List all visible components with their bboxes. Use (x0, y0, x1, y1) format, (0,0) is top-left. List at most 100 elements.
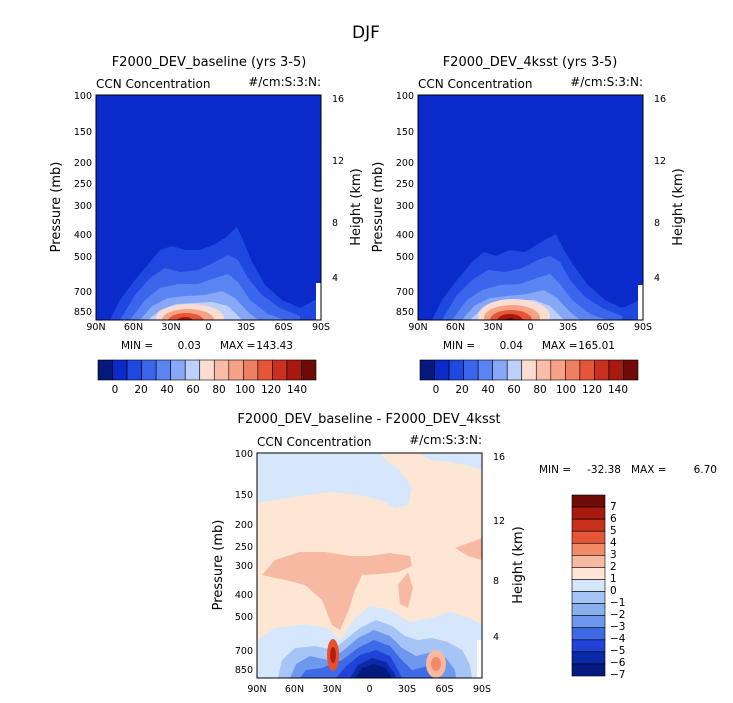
contour-level-10 (504, 318, 516, 320)
colorbar (97, 359, 317, 381)
x-tick-label: 0 (527, 322, 533, 333)
y-tick-labels: 100 150 200 250 300 400 500 700 850 (74, 91, 92, 318)
colorbar-swatch (571, 555, 606, 568)
x-tick-label: 90S (312, 322, 330, 333)
y2-axis-label: Height (km) (511, 526, 526, 603)
colorbar-swatch (571, 603, 606, 616)
colorbar-labels: 7 6 5 4 3 2 1 0 −1 −2 −3 −4 −5 −6 −7 (610, 501, 626, 681)
y-tick-label: 700 (74, 287, 92, 298)
colorbar-swatch (477, 359, 493, 381)
y-tick-label: 500 (396, 252, 414, 263)
colorbar-label: 5 (610, 525, 617, 537)
colorbar-label: 60 (507, 384, 520, 396)
colorbar-label: 140 (608, 384, 628, 396)
colorbar-swatch (199, 359, 215, 381)
x-tick-label: 90S (634, 322, 652, 333)
colorbar-swatch (571, 627, 606, 641)
x-tick-label: 0 (205, 322, 211, 333)
colorbar-swatch (535, 359, 552, 381)
colorbar-swatch (608, 359, 624, 381)
y2-tick-label: 16 (493, 452, 505, 463)
y-axis-label: Pressure (mb) (211, 520, 226, 611)
x-tick-label: 60N (446, 322, 465, 333)
y-tick-label: 850 (396, 307, 414, 318)
plot-frame (256, 452, 483, 679)
colorbar-swatch (565, 359, 581, 381)
contour-level-pos1-midright (398, 572, 413, 608)
min-label: MIN = (539, 464, 571, 476)
y2-tick-label: 8 (493, 576, 499, 587)
colorbar-label: −4 (610, 633, 626, 645)
panel-subtitle-left: CCN Concentration (257, 435, 371, 449)
y-tick-label: 850 (235, 665, 253, 676)
panel-subtitle-right: #/cm:S:3:N: (248, 75, 321, 89)
y-tick-label: 200 (396, 158, 414, 169)
colorbar-swatch (594, 359, 610, 381)
colorbar-swatch (155, 359, 171, 381)
colorbar-label: 80 (533, 384, 546, 396)
y-tick-label: 200 (74, 158, 92, 169)
max-value: 165.01 (578, 340, 615, 352)
colorbar-swatch (301, 359, 317, 381)
y-tick-label: 250 (74, 179, 92, 190)
y-tick-label: 150 (396, 127, 414, 138)
y-tick-label: 400 (396, 230, 414, 241)
colorbar (419, 359, 639, 381)
colorbar-swatch (112, 359, 128, 381)
colorbar-swatch (571, 530, 606, 544)
colorbar-swatch (448, 359, 464, 381)
x-tick-labels: 90N 60N 30N 0 30S 60S 90S (86, 322, 330, 333)
contour-level-9 (497, 314, 523, 320)
surface-mask (638, 285, 643, 320)
colorbar-swatch (272, 359, 288, 381)
colorbar-swatch (571, 506, 606, 520)
figure-title: DJF (352, 23, 380, 43)
colorbar-swatch (550, 359, 566, 381)
x-tick-label: 60N (285, 684, 304, 695)
y-axis-label: Pressure (mb) (49, 162, 64, 253)
colorbar-labels: 0 20 40 60 80 100 120 140 (433, 384, 628, 396)
max-label: MAX = (631, 464, 667, 476)
x-tick-label: 30N (161, 322, 180, 333)
panel-subtitle-left: CCN Concentration (418, 77, 532, 91)
x-tick-label: 30S (559, 322, 577, 333)
y2-tick-label: 12 (654, 156, 666, 167)
x-tick-label: 90N (408, 322, 427, 333)
y-tick-label: 100 (396, 91, 414, 102)
x-tick-labels: 90N 60N 30N 0 30S 60S 90S (247, 684, 491, 695)
colorbar-swatch (571, 567, 606, 580)
min-value: 0.04 (500, 340, 524, 352)
y2-tick-labels: 16 12 8 4 (332, 94, 344, 284)
contour-level-pos1-upper (262, 552, 412, 630)
colorbar-swatch (286, 359, 302, 381)
colorbar-swatch (571, 651, 606, 665)
colorbar-swatch (434, 359, 450, 381)
y2-tick-label: 4 (654, 273, 660, 284)
x-tick-label: 90S (473, 684, 491, 695)
colorbar-swatch (571, 579, 606, 592)
colorbar-label: 0 (112, 384, 119, 396)
y-tick-label: 400 (74, 230, 92, 241)
contour-level-neg1-topright (420, 453, 482, 470)
colorbar-swatch (571, 518, 606, 532)
colorbar-label: −7 (610, 669, 625, 681)
plot-frame (95, 94, 322, 321)
colorbar-swatch (228, 359, 244, 381)
colorbar-swatch (623, 359, 639, 381)
panel-difference: F2000_DEV_baseline - F2000_DEV_4ksst CCN… (211, 412, 717, 695)
contour-level-pos5 (330, 647, 336, 663)
colorbar-label: −6 (610, 657, 626, 669)
colorbar-label: 120 (582, 384, 602, 396)
colorbar-label: 120 (261, 384, 281, 396)
x-tick-label: 60S (435, 684, 453, 695)
x-tick-label: 60S (274, 322, 292, 333)
colorbar-label: 0 (610, 585, 617, 597)
x-tick-label: 30N (322, 684, 341, 695)
y2-tick-labels: 16 12 8 4 (654, 94, 666, 284)
colorbar-swatch (97, 359, 113, 381)
contour-level-pos1-rightbump (455, 538, 482, 560)
colorbar-label: 1 (610, 573, 617, 585)
colorbar-swatch (571, 663, 606, 677)
panel-title: F2000_DEV_4ksst (yrs 3-5) (443, 55, 618, 70)
x-tick-label: 30S (398, 684, 416, 695)
